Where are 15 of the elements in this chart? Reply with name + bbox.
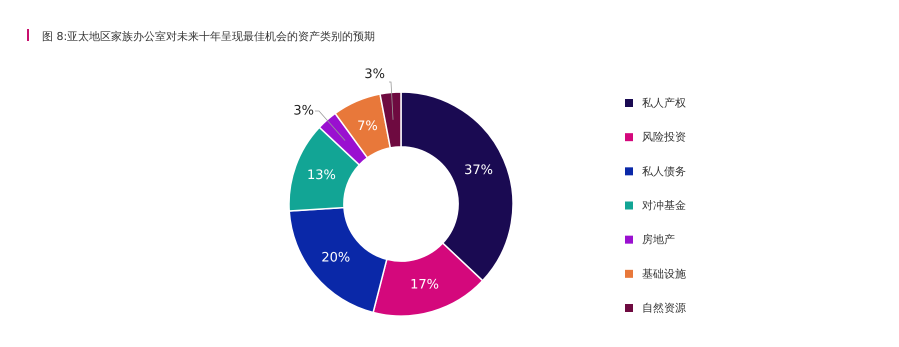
data-label: 13% (306, 168, 336, 183)
legend-label: 对冲基金 (642, 199, 686, 212)
legend-label: 私人产权 (642, 96, 686, 110)
legend-label: 房地产 (642, 233, 675, 246)
data-label: 17% (410, 278, 440, 293)
legend-label: 基础设施 (642, 267, 686, 280)
data-label: 7% (357, 118, 378, 134)
legend-label: 风险投资 (642, 130, 686, 144)
data-label: 37% (464, 162, 494, 178)
legend-label: 自然资源 (642, 302, 686, 314)
chart-title: 图 8:亚太地区家族办公室对未来十年呈现最佳机会的资产类别的预期 (42, 30, 376, 43)
data-label: 20% (321, 250, 350, 266)
data-label: 3% (293, 103, 314, 118)
data-label: 3% (364, 67, 385, 82)
legend-label: 私人债务 (642, 164, 686, 178)
